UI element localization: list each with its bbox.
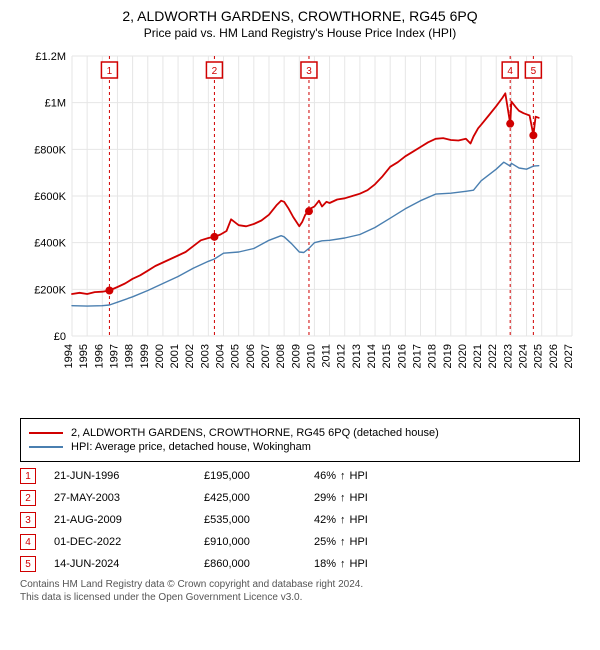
svg-text:1997: 1997 — [108, 344, 120, 368]
event-price: £910,000 — [204, 536, 314, 548]
event-hpi: 18%↑HPI — [314, 558, 464, 570]
svg-text:2022: 2022 — [487, 344, 499, 368]
svg-text:2012: 2012 — [336, 344, 348, 368]
svg-text:2016: 2016 — [396, 344, 408, 368]
event-hpi: 29%↑HPI — [314, 492, 464, 504]
svg-text:£1M: £1M — [45, 98, 66, 110]
price-chart: £0£200K£400K£600K£800K£1M£1.2M1994199519… — [20, 46, 580, 376]
svg-text:1994: 1994 — [63, 344, 75, 368]
svg-text:2023: 2023 — [502, 344, 514, 368]
event-marker: 4 — [20, 534, 36, 550]
svg-text:£800K: £800K — [34, 144, 66, 156]
event-date: 01-DEC-2022 — [54, 536, 204, 548]
svg-text:2007: 2007 — [260, 344, 272, 368]
event-price: £195,000 — [204, 470, 314, 482]
footer-line: This data is licensed under the Open Gov… — [20, 591, 580, 604]
svg-text:2025: 2025 — [533, 344, 545, 368]
svg-text:1995: 1995 — [78, 344, 90, 368]
svg-text:3: 3 — [306, 66, 312, 77]
svg-text:2009: 2009 — [290, 344, 302, 368]
event-price: £425,000 — [204, 492, 314, 504]
svg-text:2014: 2014 — [366, 344, 378, 368]
chart-legend: 2, ALDWORTH GARDENS, CROWTHORNE, RG45 6P… — [20, 418, 580, 462]
svg-text:2006: 2006 — [245, 344, 257, 368]
svg-text:2004: 2004 — [215, 344, 227, 368]
svg-text:2015: 2015 — [381, 344, 393, 368]
legend-label: HPI: Average price, detached house, Woki… — [71, 441, 311, 453]
svg-text:£0: £0 — [54, 331, 66, 343]
svg-text:1996: 1996 — [93, 344, 105, 368]
svg-text:1: 1 — [107, 66, 113, 77]
event-hpi: 42%↑HPI — [314, 514, 464, 526]
svg-text:4: 4 — [507, 66, 513, 77]
event-row: 2 27-MAY-2003£425,00029%↑HPI — [20, 490, 580, 506]
svg-text:2026: 2026 — [548, 344, 560, 368]
footer-line: Contains HM Land Registry data © Crown c… — [20, 578, 580, 591]
events-table: 121-JUN-1996£195,00046%↑HPI227-MAY-2003£… — [20, 468, 580, 572]
svg-text:2010: 2010 — [305, 344, 317, 368]
page-subtitle: Price paid vs. HM Land Registry's House … — [10, 26, 590, 40]
svg-text:2024: 2024 — [518, 344, 530, 368]
event-price: £535,000 — [204, 514, 314, 526]
event-marker: 3 — [20, 512, 36, 528]
svg-text:2001: 2001 — [169, 344, 181, 368]
event-row: 5 14-JUN-2024£860,00018%↑HPI — [20, 556, 580, 572]
svg-text:2013: 2013 — [351, 344, 363, 368]
svg-text:£600K: £600K — [34, 191, 66, 203]
event-row: 4 01-DEC-2022£910,00025%↑HPI — [20, 534, 580, 550]
svg-text:2020: 2020 — [457, 344, 469, 368]
event-row: 1 21-JUN-1996£195,00046%↑HPI — [20, 468, 580, 484]
legend-item-property: 2, ALDWORTH GARDENS, CROWTHORNE, RG45 6P… — [29, 427, 571, 439]
svg-text:2002: 2002 — [184, 344, 196, 368]
event-marker: 1 — [20, 468, 36, 484]
page-title: 2, ALDWORTH GARDENS, CROWTHORNE, RG45 6P… — [10, 8, 590, 24]
svg-text:2019: 2019 — [442, 344, 454, 368]
event-row: 3 21-AUG-2009£535,00042%↑HPI — [20, 512, 580, 528]
event-date: 27-MAY-2003 — [54, 492, 204, 504]
svg-text:2017: 2017 — [411, 344, 423, 368]
event-hpi: 46%↑HPI — [314, 470, 464, 482]
event-marker: 5 — [20, 556, 36, 572]
svg-text:1999: 1999 — [139, 344, 151, 368]
svg-text:2021: 2021 — [472, 344, 484, 368]
event-hpi: 25%↑HPI — [314, 536, 464, 548]
legend-swatch — [29, 432, 63, 434]
svg-text:£1.2M: £1.2M — [35, 51, 66, 63]
svg-text:2000: 2000 — [154, 344, 166, 368]
footer-attribution: Contains HM Land Registry data © Crown c… — [20, 578, 580, 604]
legend-swatch — [29, 446, 63, 448]
svg-text:2003: 2003 — [199, 344, 211, 368]
svg-text:2005: 2005 — [230, 344, 242, 368]
svg-text:2018: 2018 — [427, 344, 439, 368]
svg-text:2: 2 — [212, 66, 218, 77]
legend-label: 2, ALDWORTH GARDENS, CROWTHORNE, RG45 6P… — [71, 427, 439, 439]
svg-text:5: 5 — [531, 66, 537, 77]
event-date: 14-JUN-2024 — [54, 558, 204, 570]
legend-item-hpi: HPI: Average price, detached house, Woki… — [29, 441, 571, 453]
event-date: 21-AUG-2009 — [54, 514, 204, 526]
svg-text:2011: 2011 — [321, 344, 333, 368]
svg-text:£200K: £200K — [34, 284, 66, 296]
event-date: 21-JUN-1996 — [54, 470, 204, 482]
svg-text:£400K: £400K — [34, 238, 66, 250]
svg-text:2008: 2008 — [275, 344, 287, 368]
event-marker: 2 — [20, 490, 36, 506]
svg-text:1998: 1998 — [124, 344, 136, 368]
svg-text:2027: 2027 — [563, 344, 575, 368]
event-price: £860,000 — [204, 558, 314, 570]
